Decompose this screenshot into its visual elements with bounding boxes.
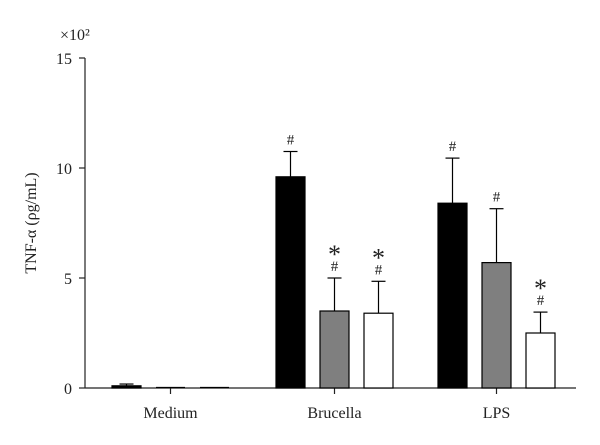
hash-brucella-s2: # bbox=[331, 259, 339, 275]
significance-annotations: ##*#*###* bbox=[287, 133, 547, 310]
x-tick-label-medium: Medium bbox=[143, 405, 198, 422]
y-axis-label: TNF-α (ρg/mL) bbox=[23, 172, 40, 273]
y-tick-label-10: 10 bbox=[56, 161, 72, 178]
y-axis-scale-label: ×10² bbox=[60, 27, 90, 44]
bar-brucella-s1 bbox=[275, 176, 306, 389]
y-tick-label-0: 0 bbox=[64, 381, 72, 398]
bar-medium-s1 bbox=[111, 385, 142, 389]
hash-lps-s3: # bbox=[537, 293, 545, 309]
hash-lps-s2: # bbox=[493, 190, 501, 206]
x-tick-label-brucella: Brucella bbox=[307, 405, 361, 422]
hash-brucella-s1: # bbox=[287, 133, 295, 149]
asterisk-brucella-s2: * bbox=[328, 240, 341, 269]
hash-lps-s1: # bbox=[449, 139, 457, 155]
y-axis-ticks: 0 5 10 15 bbox=[56, 51, 85, 398]
bar-lps-s3 bbox=[525, 332, 556, 389]
hash-brucella-s3: # bbox=[375, 262, 383, 278]
bar-brucella-s2 bbox=[319, 310, 350, 389]
x-tick-label-lps: LPS bbox=[483, 405, 511, 422]
x-axis-ticks: Medium Brucella LPS bbox=[143, 388, 510, 422]
asterisk-lps-s3: * bbox=[534, 274, 547, 303]
y-tick-label-5: 5 bbox=[64, 271, 72, 288]
bar-lps-s2 bbox=[481, 262, 512, 389]
bar-lps-s1 bbox=[437, 202, 468, 389]
bars-group bbox=[111, 150, 556, 389]
y-tick-label-15: 15 bbox=[56, 51, 72, 68]
bar-brucella-s3 bbox=[363, 312, 394, 389]
asterisk-brucella-s3: * bbox=[372, 243, 385, 272]
